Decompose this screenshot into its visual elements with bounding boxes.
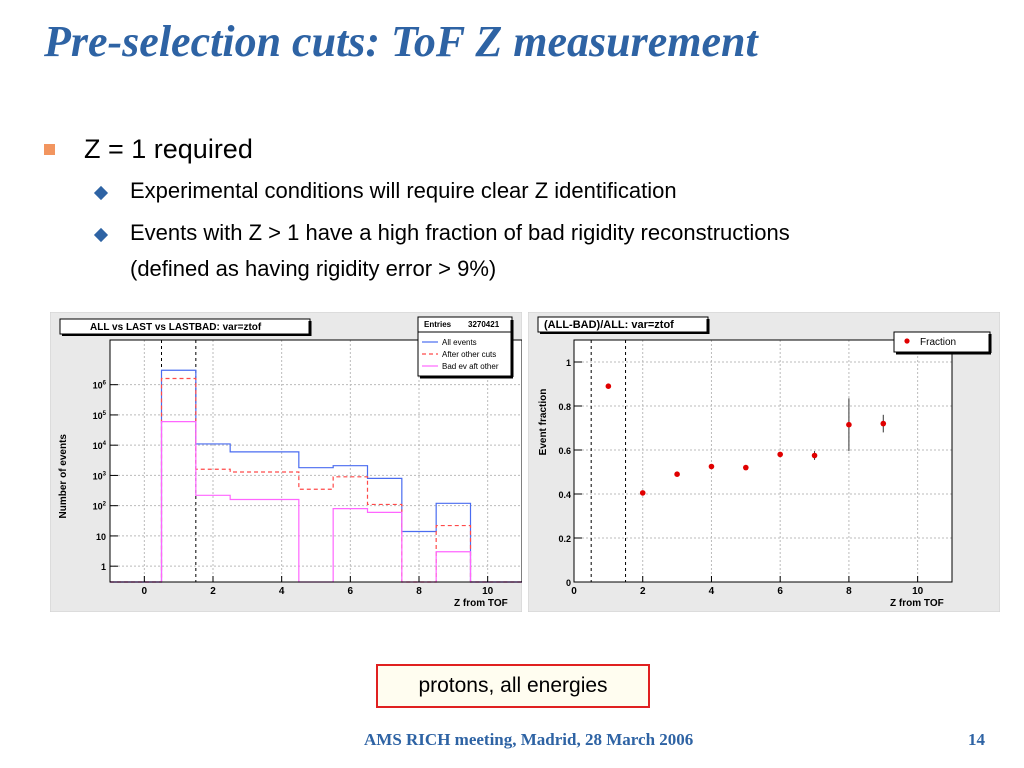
fraction-ytick-label: 0.8 [558, 402, 571, 412]
fraction-title: (ALL-BAD)/ALL: var=ztof [544, 319, 674, 331]
fraction-ytick-label: 0.4 [558, 490, 571, 500]
fraction-ylabel: Event fraction [538, 389, 549, 456]
histogram-chart: 0 2 4 6 8 10 1 10 102 103 104 105 106 ALL vs LAST v… [50, 312, 522, 612]
fraction-xtick-label: 0 [571, 586, 577, 597]
main-bullet-text: Z = 1 required [84, 134, 253, 164]
legend-marker-fraction [904, 338, 910, 344]
fraction-xtick-label: 4 [709, 586, 715, 597]
histogram-ytick-label: 103 [93, 471, 107, 481]
footer-text: AMS RICH meeting, Madrid, 28 March 2006 [364, 730, 694, 749]
fraction-ytick-label: 1 [566, 358, 571, 368]
histogram-ytick-label: 102 [93, 502, 107, 512]
fraction-point [880, 420, 887, 427]
diamond-bullet-icon [93, 185, 109, 201]
fraction-xtick-label: 2 [640, 586, 646, 597]
fraction-xtick-label: 8 [846, 586, 852, 597]
fraction-xtick-label: 6 [777, 586, 783, 597]
histogram-ytick-label: 1 [101, 562, 106, 572]
histogram-ytick-label: 10 [96, 532, 106, 542]
slide-title: Pre-selection cuts: ToF Z measurement [44, 17, 758, 66]
histogram-xtick-label: 10 [482, 586, 494, 597]
histogram-xtick-label: 8 [416, 586, 422, 597]
page-number: 14 [968, 730, 985, 749]
stats-label: Entries [424, 320, 452, 329]
histogram-legend-label: Bad ev aft other [442, 362, 499, 371]
fraction-point [605, 383, 612, 389]
legend-label-fraction: Fraction [920, 337, 956, 348]
histogram-legend-label: After other cuts [442, 350, 496, 359]
sub-bullet-text-2: Events with Z > 1 have a high fraction o… [130, 220, 790, 281]
fraction-point [811, 452, 818, 459]
histogram-xlabel: Z from TOF [454, 598, 508, 609]
fraction-point [674, 471, 680, 477]
histogram-legend-label: All events [442, 338, 477, 347]
fraction-point [639, 490, 646, 496]
fraction-ytick-label: 0.6 [558, 446, 571, 456]
histogram-ytick-label: 104 [93, 441, 107, 451]
fraction-point [708, 463, 715, 470]
fraction-point [777, 451, 783, 458]
fraction-chart: 0 2 4 6 8 10 0 0.2 0.4 0.6 0.8 1 (ALL-BAD)/ALL: va… [528, 312, 1000, 612]
fraction-xtick-label: 10 [912, 586, 924, 597]
square-bullet-icon [44, 144, 55, 155]
stats-value: 3270421 [468, 320, 500, 329]
fraction-ytick-label: 0 [566, 578, 571, 588]
histogram-xtick-label: 6 [348, 586, 354, 597]
diamond-bullet-icon [93, 227, 109, 243]
histogram-ytick-label: 106 [93, 381, 107, 391]
histogram-panel: 0 2 4 6 8 10 1 10 102 103 104 105 106 ALL vs LAST v… [50, 312, 522, 612]
sub-bullet-text-1: Experimental conditions will require cle… [130, 178, 677, 203]
histogram-xtick-label: 0 [142, 586, 148, 597]
fraction-xlabel: Z from TOF [890, 598, 944, 609]
histogram-ylabel: Number of events [58, 434, 69, 519]
fraction-ytick-label: 0.2 [558, 534, 571, 544]
histogram-ytick-label: 105 [93, 411, 107, 421]
histogram-series-line [110, 421, 522, 583]
fraction-point [743, 464, 749, 471]
histogram-xtick-label: 2 [210, 586, 216, 597]
note-box: protons, all energies [376, 664, 650, 708]
fraction-panel: 0 2 4 6 8 10 0 0.2 0.4 0.6 0.8 1 (ALL-BAD)/ALL: va… [528, 312, 1000, 612]
fraction-point [846, 421, 852, 428]
histogram-xtick-label: 4 [279, 586, 285, 597]
histogram-title: ALL vs LAST vs LASTBAD: var=ztof [90, 322, 262, 333]
